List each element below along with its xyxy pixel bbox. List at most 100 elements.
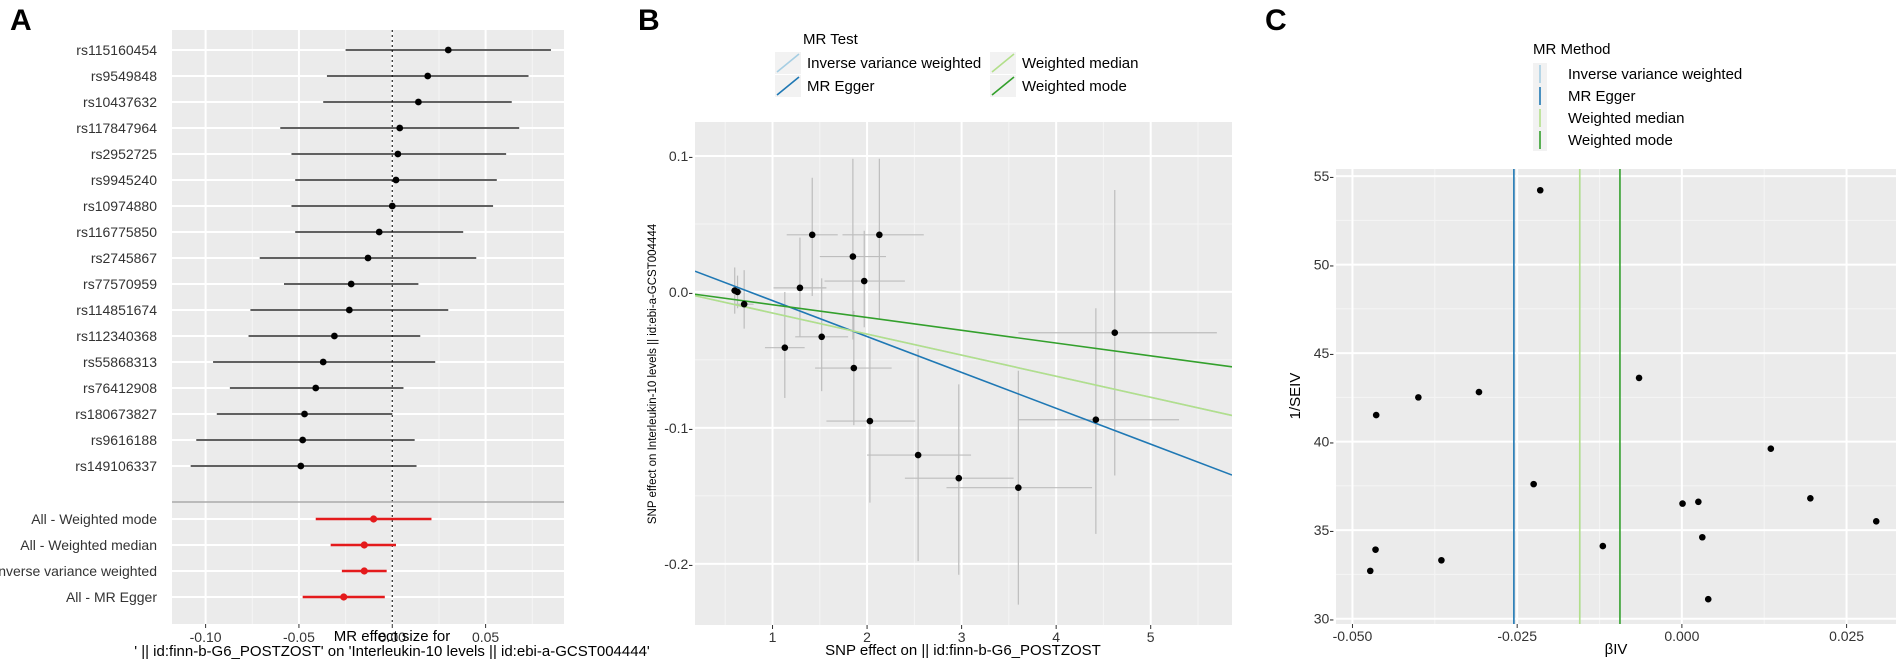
legend-b-title: MR Test [803,31,859,48]
scatter-b-ylabel: SNP effect on Interleukin-10 levels || i… [647,223,659,524]
data-point [1015,484,1022,491]
data-point [955,474,963,482]
data-point [734,288,741,296]
data-point [866,417,874,425]
data-point [1438,556,1445,564]
method-label: All - Weighted median [20,537,157,553]
snp-label: rs10974880 [83,198,157,214]
data-point [1536,186,1544,194]
legend-label: Weighted mode [1568,132,1673,149]
legend-label: MR Egger [807,78,875,95]
data-point [876,231,883,239]
legend-c-title: MR Method [1533,41,1611,58]
snp-point [347,280,355,288]
y-tick-label: 35- [1314,522,1335,538]
scatter-c-ylabel: 1/SEIV [1287,373,1304,420]
snp-label: rs76412908 [83,380,157,396]
x-tick-label: 4 [1052,629,1060,645]
x-tick-label: 2 [863,629,871,645]
method-label: All - Inverse variance weighted [0,563,157,579]
snp-point [345,306,353,314]
snp-point [444,46,452,54]
snp-label: rs2952725 [91,146,157,162]
method-point [370,515,378,523]
y-tick-label: 55- [1314,168,1335,184]
data-point [1599,542,1607,550]
x-tick-label: -0.10 [190,629,222,645]
snp-label: rs10437632 [83,94,157,110]
data-point [1366,567,1374,575]
snp-point [331,332,338,340]
data-point [914,451,922,459]
forest-plot-background [172,30,564,624]
data-point [1530,480,1537,488]
snp-label: rs180673827 [75,406,157,422]
data-point [1092,416,1100,424]
data-point [1635,374,1643,382]
snp-label: rs77570959 [83,276,157,292]
x-tick-label: 0.05 [472,629,499,645]
scatter-b-xlabel: SNP effect on || id:finn-b-G6_POSTZOST [825,642,1101,659]
data-point [849,253,857,260]
data-point [1767,445,1775,453]
x-tick-label: 5 [1147,629,1155,645]
y-tick-label: 50- [1314,257,1335,273]
forest-plot: rs115160454 rs9549848 rs10437632 rs11784796… [0,30,650,660]
y-tick-label: -0.2- [664,556,693,572]
data-point [1372,411,1380,419]
y-tick-label: -0.1- [664,420,693,436]
snp-label: rs112340368 [76,328,157,344]
data-point [1372,546,1379,553]
snp-point [394,150,402,158]
snp-label: rs2745867 [91,250,157,266]
snp-point [375,228,383,236]
legend-key-swatch [991,76,1015,96]
data-point [818,333,825,341]
x-tick-label: 0.000 [1664,628,1699,644]
y-tick-label: 30- [1314,611,1335,627]
snp-point [299,436,307,444]
y-tick-label: 40- [1314,434,1335,450]
legend-label: MR Egger [1568,88,1636,105]
snp-label: rs55868313 [83,354,157,370]
method-label: All - Weighted mode [31,511,157,527]
forest-xlabel-line2: ' || id:finn-b-G6_POSTZOST' on 'Interleu… [134,643,650,660]
legend-key-swatch [991,53,1015,73]
x-tick-label: -0.05 [283,629,315,645]
legend-key-swatch [776,53,800,73]
scatter-plot-b: MR Test Inverse variance weighted MR Egge… [647,31,1232,659]
snp-point [388,202,396,210]
snp-point [312,384,320,392]
snp-point [297,462,305,470]
method-point [340,593,348,601]
regression-line [695,270,1232,476]
snp-label: rs117847964 [76,120,157,136]
x-tick-label: 0.025 [1829,628,1864,644]
data-point [781,344,789,351]
scatter-c-xlabel: βIV [1605,641,1628,658]
legend-label: Inverse variance weighted [807,55,981,72]
snp-point [319,358,327,366]
x-tick-label: 0.00 [379,629,406,645]
snp-point [364,254,372,262]
data-point [1415,394,1422,401]
legend-label: Weighted median [1022,55,1138,72]
panel-label-b: B [638,4,660,37]
x-tick-label: -0.050 [1333,628,1373,644]
panel-label-c: C [1265,4,1287,37]
data-point [1872,518,1880,525]
legend-label: Weighted median [1568,110,1684,127]
method-label: All - MR Egger [66,589,157,605]
data-point [1111,329,1119,337]
snp-point [392,176,400,184]
panel-label-a: A [10,4,32,37]
data-point [1807,494,1814,502]
data-point [808,231,816,239]
snp-label: rs116775850 [76,224,157,240]
snp-label: rs9549848 [91,68,157,84]
data-point [740,300,748,308]
snp-label: rs9616188 [91,432,157,448]
y-tick-label: 0.0- [669,284,693,300]
snp-point [396,124,404,132]
